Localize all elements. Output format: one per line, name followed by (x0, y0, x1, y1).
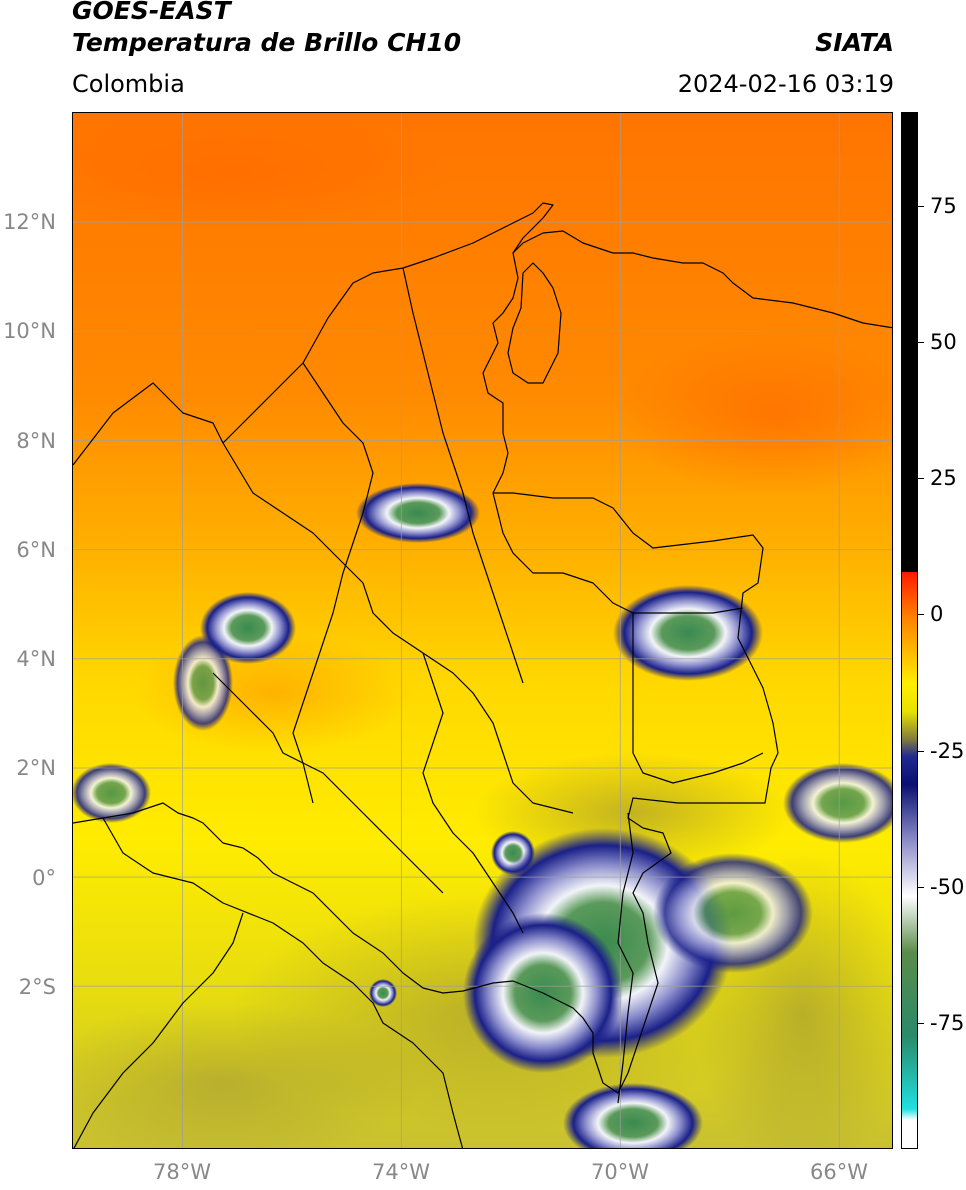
dept-lines-2 (292, 362, 374, 804)
lon-tick-label: 66°W (810, 1160, 868, 1184)
haze-patch (73, 1003, 423, 1148)
lat-tick-label: 4°N (16, 647, 56, 671)
lat-tick-label: 8°N (16, 429, 56, 453)
dept-lines-1 (222, 442, 574, 814)
lon-tick-label: 70°W (591, 1160, 649, 1184)
brazil-border (617, 812, 634, 1104)
dept-lines-5 (422, 652, 524, 934)
product-title: Temperatura de Brillo CH10 (72, 28, 462, 57)
dept-lines-6 (632, 613, 764, 784)
colorbar-tick-label: 0 (930, 602, 944, 626)
lat-tick-label: 12°N (3, 210, 56, 234)
colorbar-tick-label: -25 (930, 739, 965, 763)
lat-tick-label: 0° (32, 866, 56, 890)
warm-patch (613, 333, 892, 493)
colorbar-tick (918, 887, 924, 888)
colorbar-tick-label: 25 (930, 466, 957, 490)
colorbar-tick-label: -75 (930, 1011, 965, 1035)
cloud-cell-vichada (613, 585, 763, 681)
colorbar-tick-label: -50 (930, 875, 965, 899)
colombia-outline (73, 202, 779, 1094)
colorbar-tick-label: 50 (930, 330, 957, 354)
colorbar-tick-label: 75 (930, 194, 957, 218)
peru-ecuador (102, 817, 464, 1148)
brightness-temperature-map[interactable] (72, 112, 893, 1149)
colorbar (901, 112, 918, 1149)
venezuela-coast (512, 230, 892, 329)
lon-tick-label: 74°W (372, 1160, 430, 1184)
cloud-cell-pacific (73, 763, 151, 823)
warm-patch (73, 113, 453, 233)
lat-tick-label: 2°N (16, 756, 56, 780)
lat-tick-label: 6°N (16, 538, 56, 562)
region-label: Colombia (72, 70, 185, 98)
colorbar-tick (918, 206, 924, 207)
maracaibo-lake (507, 262, 562, 384)
dept-lines-4 (492, 492, 744, 614)
pacific-coast (73, 912, 244, 1148)
colorbar-tick (918, 342, 924, 343)
borders (73, 202, 892, 1148)
colorbar-tick (918, 478, 924, 479)
cloud-cell-santander (356, 483, 480, 543)
graticule (73, 113, 892, 1148)
dept-lines-7 (212, 672, 444, 894)
cloud-cell-east-edge (783, 763, 892, 843)
satellite-title: GOES-EAST (72, 0, 231, 25)
colorbar-tick (918, 1023, 924, 1024)
dept-lines-3 (402, 267, 524, 684)
cloud-cell-south (563, 1083, 703, 1148)
lat-tick-label: 10°N (3, 319, 56, 343)
datetime-label: 2024-02-16 03:19 (677, 70, 894, 98)
lat-tick-label: 2°S (18, 975, 56, 999)
brand-label: SIATA (815, 28, 894, 57)
cloud-cell-choco (200, 592, 296, 664)
colorbar-tick (918, 614, 924, 615)
lon-tick-label: 78°W (153, 1160, 211, 1184)
cloud-cell-brazil-east (653, 853, 813, 973)
colorbar-tick (918, 751, 924, 752)
